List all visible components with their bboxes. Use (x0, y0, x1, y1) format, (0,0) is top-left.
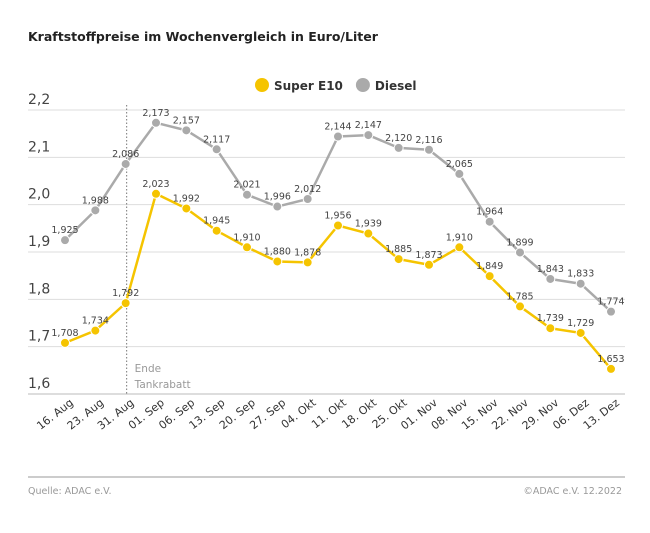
data-point (545, 273, 556, 284)
data-label: 2,116 (415, 135, 442, 146)
data-point (454, 168, 465, 179)
annotation-text: Ende (135, 363, 161, 375)
data-label: 1,964 (476, 207, 503, 218)
data-label: 1,774 (597, 297, 624, 308)
data-point (333, 220, 343, 231)
data-label: 2,065 (446, 159, 473, 170)
data-label: 2,012 (294, 184, 321, 195)
data-label: 1,988 (82, 195, 109, 206)
y-tick-label: 2,2 (28, 92, 50, 108)
data-label: 2,117 (203, 134, 230, 145)
data-point (242, 189, 252, 200)
data-label: 1,925 (51, 225, 78, 236)
data-label: 2,147 (355, 120, 382, 131)
data-label: 1,785 (506, 291, 533, 302)
data-label: 1,739 (537, 313, 564, 324)
data-label: 1,849 (476, 261, 503, 272)
data-point (272, 256, 283, 267)
data-label: 1,910 (446, 232, 473, 243)
data-point (181, 125, 192, 136)
data-label: 1,939 (355, 219, 382, 230)
copyright-note: ©ADAC e.V. 12.2022 (523, 486, 622, 497)
chart-title: Kraftstoffpreise im Wochenvergleich in E… (28, 29, 378, 44)
data-point (211, 225, 222, 236)
annotation-text: Tankrabatt (134, 379, 191, 391)
y-tick-label: 1,7 (28, 329, 50, 345)
data-point (242, 242, 252, 253)
data-point (393, 254, 404, 265)
data-point (302, 257, 313, 268)
data-label: 2,173 (142, 108, 169, 119)
legend-marker (355, 78, 370, 92)
data-point (454, 242, 465, 253)
data-point (211, 144, 222, 155)
data-point (90, 205, 101, 216)
data-point (545, 323, 556, 334)
data-point (484, 216, 495, 227)
y-tick-label: 1,6 (28, 376, 50, 392)
data-point (575, 278, 586, 289)
data-point (120, 158, 131, 169)
data-label: 2,086 (112, 149, 139, 160)
data-label: 1,792 (112, 288, 139, 299)
y-tick-label: 1,8 (28, 281, 50, 297)
data-label: 2,120 (385, 133, 412, 144)
data-point (181, 203, 192, 214)
data-label: 1,873 (415, 250, 442, 261)
data-label: 1,899 (506, 237, 533, 248)
data-label: 1,910 (233, 232, 260, 243)
data-point (575, 327, 586, 338)
data-label: 1,956 (324, 210, 351, 221)
y-tick-label: 2,1 (28, 139, 50, 155)
data-point (60, 235, 70, 246)
data-point (363, 130, 374, 141)
source-note: Quelle: ADAC e.V. (28, 486, 112, 497)
data-point (393, 142, 404, 153)
data-point (515, 247, 525, 258)
data-point (424, 144, 434, 155)
y-tick-label: 1,9 (28, 234, 50, 250)
data-point (90, 325, 101, 336)
data-label: 1,992 (173, 193, 200, 204)
data-point (60, 337, 70, 348)
data-label: 1,729 (567, 318, 594, 329)
data-label: 2,157 (173, 115, 200, 126)
data-point (424, 259, 434, 270)
data-point (515, 301, 525, 312)
data-point (606, 306, 616, 317)
data-label: 1,708 (51, 328, 78, 339)
legend-label: Diesel (375, 79, 417, 93)
data-point (333, 131, 343, 142)
data-label: 1,996 (264, 192, 291, 203)
data-label: 1,885 (385, 244, 412, 255)
data-point (272, 201, 283, 212)
data-label: 1,833 (567, 269, 594, 280)
data-label: 1,878 (294, 247, 321, 258)
data-point (606, 363, 616, 374)
data-label: 1,734 (82, 316, 109, 327)
data-label: 2,023 (142, 179, 169, 190)
data-point (151, 117, 161, 128)
data-point (363, 228, 374, 239)
legend-marker (255, 78, 269, 92)
data-label: 1,945 (203, 216, 230, 227)
data-point (120, 298, 131, 309)
data-label: 2,144 (324, 122, 351, 133)
data-point (484, 271, 495, 282)
data-label: 2,021 (233, 180, 260, 191)
data-point (302, 193, 313, 204)
legend-label: Super E10 (274, 79, 343, 93)
data-point (151, 188, 161, 199)
data-label: 1,880 (264, 246, 291, 257)
data-label: 1,653 (597, 354, 624, 365)
y-tick-label: 2,0 (28, 187, 50, 203)
data-label: 1,843 (537, 264, 564, 275)
